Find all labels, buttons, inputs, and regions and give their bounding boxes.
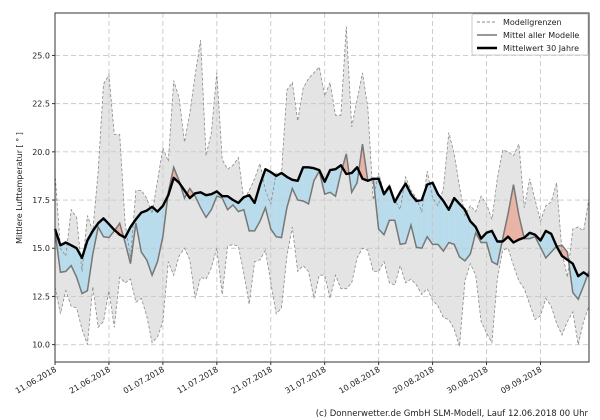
plot-frame	[54, 12, 590, 363]
anomaly-fill	[572, 263, 579, 300]
anomaly-fill	[389, 186, 395, 221]
anomaly-fill	[508, 184, 514, 243]
anomaly-fill	[454, 198, 460, 257]
anomaly-fill	[427, 182, 433, 245]
anomaly-fill	[459, 203, 465, 261]
y-tick-label: 17.5	[32, 196, 50, 205]
legend-label-30yr-mean: Mittelwert 30 Jahre	[503, 44, 579, 53]
anomaly-fill	[330, 169, 336, 197]
anomaly-fill	[540, 230, 546, 258]
anomaly-fill	[578, 272, 584, 300]
legend: Modellgrenzen Mittel aller Modelle Mitte…	[471, 13, 589, 56]
anomaly-fill	[249, 195, 255, 231]
anomaly-fill	[545, 230, 552, 258]
anomaly-fill	[486, 230, 492, 262]
anomaly-fill	[76, 248, 82, 294]
anomaly-fill	[265, 169, 271, 229]
anomaly-fill	[200, 192, 207, 218]
anomaly-fill	[254, 184, 260, 231]
upper-bound-line	[54, 26, 590, 278]
footer-credit: (c) Donnerwetter.de GmbH SLM-Modell, Lau…	[316, 409, 589, 419]
anomaly-fill	[141, 210, 147, 260]
y-tick-label: 12.5	[32, 292, 50, 301]
anomaly-fill	[308, 167, 314, 204]
anomaly-fill	[238, 197, 244, 212]
anomaly-fill	[416, 200, 422, 249]
lower-bound-line	[54, 226, 590, 347]
anomaly-fill	[71, 245, 77, 278]
climate-mean-30yr-line	[53, 164, 590, 278]
anomaly-fill	[60, 242, 66, 273]
x-tick-label: 11.06.2018	[14, 365, 58, 396]
x-tick-label: 21.06.2018	[68, 365, 112, 396]
anomaly-fill	[400, 183, 406, 245]
y-tick-label: 25.0	[32, 51, 50, 60]
anomaly-fill	[324, 170, 331, 195]
anomaly-fill	[351, 167, 358, 193]
x-tick-label: 20.08.2018	[391, 365, 435, 396]
y-tick-label: 15.0	[32, 244, 50, 253]
anomaly-fill	[108, 224, 115, 238]
anomaly-fill	[281, 173, 287, 238]
legend-label-bounds: Modellgrenzen	[503, 18, 562, 27]
anomaly-fill	[411, 194, 417, 248]
anomaly-fill	[243, 195, 250, 231]
y-tick-label: 20.0	[32, 148, 50, 157]
y-tick-label: 10.0	[32, 341, 50, 350]
x-tick-label: 31.07.2018	[284, 365, 328, 396]
anomaly-fill	[157, 205, 163, 262]
legend-label-model-mean: Mittel aller Modelle	[503, 31, 579, 40]
anomaly-fill	[443, 200, 449, 252]
anomaly-fill	[152, 206, 158, 276]
anomaly-fill	[297, 167, 304, 201]
x-tick-label: 01.07.2018	[122, 365, 166, 396]
x-tick-label: 30.08.2018	[445, 365, 489, 396]
anomaly-fill	[276, 173, 282, 238]
y-tick-label: 22.5	[32, 100, 50, 109]
anomaly-fill	[292, 179, 298, 201]
anomaly-fill	[303, 167, 309, 204]
x-tick-label: 09.09.2018	[499, 365, 543, 396]
anomaly-fill	[87, 230, 93, 291]
anomaly-fill	[270, 172, 277, 237]
x-tick-label: 10.08.2018	[337, 365, 381, 396]
x-tick-label: 21.07.2018	[230, 365, 274, 396]
anomaly-fill	[432, 182, 438, 245]
anomaly-fill	[394, 192, 401, 245]
anomaly-fill	[65, 242, 72, 272]
model-range-band	[55, 26, 589, 347]
x-tick-label: 11.07.2018	[176, 365, 220, 396]
model-mean-line	[54, 143, 590, 301]
anomaly-fill	[513, 184, 519, 243]
anomaly-fill	[146, 206, 153, 276]
anomaly-fill	[437, 194, 444, 252]
y-axis-label: Mittlere Lufttemperatur [ ° ]	[15, 132, 24, 244]
